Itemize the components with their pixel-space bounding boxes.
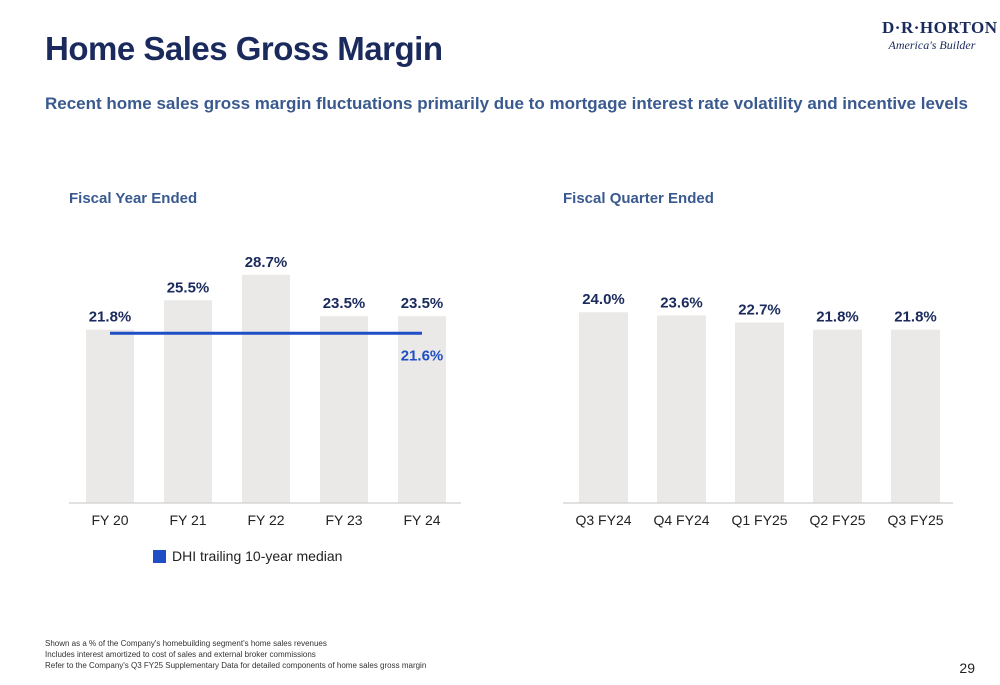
fq-bar-3 bbox=[735, 322, 784, 503]
fy-category-label-5: FY 24 bbox=[403, 512, 440, 528]
fiscal-year-bar-chart: 21.8% FY 20 25.5% FY 21 28.7% FY 22 23.5% FY 23… bbox=[69, 254, 461, 528]
fq-bar-1 bbox=[579, 312, 628, 503]
fq-value-label-2: 23.6% bbox=[660, 294, 703, 311]
fy-bar-3 bbox=[242, 274, 290, 503]
footnote-2: Includes interest amortized to cost of s… bbox=[45, 650, 316, 659]
footnote-1: Shown as a % of the Company's homebuildi… bbox=[45, 639, 327, 648]
chart-title-fiscal-quarter: Fiscal Quarter Ended bbox=[563, 190, 714, 207]
fy-category-label-2: FY 21 bbox=[169, 512, 206, 528]
fy-median-label: 21.6% bbox=[401, 347, 444, 364]
page-number: 29 bbox=[959, 660, 975, 676]
fq-bar-2 bbox=[657, 315, 706, 503]
fy-value-label-5: 23.5% bbox=[401, 295, 444, 312]
fiscal-quarter-bar-chart: 24.0% Q3 FY24 23.6% Q4 FY24 22.7% Q1 FY25 21.8… bbox=[563, 291, 953, 528]
fq-value-label-1: 24.0% bbox=[582, 291, 625, 308]
fy-category-label-1: FY 20 bbox=[91, 512, 128, 528]
fq-bar-5 bbox=[891, 329, 940, 503]
fq-category-label-5: Q3 FY25 bbox=[887, 512, 943, 528]
fy-value-label-3: 28.7% bbox=[245, 254, 288, 271]
fy-bar-1 bbox=[86, 329, 134, 503]
footnotes: Shown as a % of the Company's homebuildi… bbox=[45, 638, 426, 671]
fy-value-label-1: 21.8% bbox=[89, 309, 132, 326]
footnote-3: Refer to the Company's Q3 FY25 Supplemen… bbox=[45, 661, 427, 670]
fy-bar-4 bbox=[320, 316, 368, 503]
fq-category-label-1: Q3 FY24 bbox=[575, 512, 631, 528]
fq-category-label-4: Q2 FY25 bbox=[809, 512, 865, 528]
chart-title-fiscal-year: Fiscal Year Ended bbox=[69, 190, 198, 207]
company-logo: D·R·HORTON America's Builder bbox=[882, 18, 998, 52]
chart-legend: DHI trailing 10-year median bbox=[153, 548, 342, 564]
fq-bar-4 bbox=[813, 329, 862, 503]
fy-value-label-2: 25.5% bbox=[167, 279, 210, 296]
fq-category-label-2: Q4 FY24 bbox=[653, 512, 709, 528]
fq-category-label-3: Q1 FY25 bbox=[731, 512, 787, 528]
fy-value-label-4: 23.5% bbox=[323, 295, 366, 312]
fq-value-label-4: 21.8% bbox=[816, 309, 859, 326]
page-subtitle: Recent home sales gross margin fluctuati… bbox=[45, 94, 968, 113]
fy-category-label-4: FY 23 bbox=[325, 512, 362, 528]
page-title: Home Sales Gross Margin bbox=[45, 30, 443, 67]
fy-category-label-3: FY 22 bbox=[247, 512, 284, 528]
fy-bar-5 bbox=[398, 316, 446, 503]
fq-value-label-3: 22.7% bbox=[738, 302, 781, 319]
logo-tagline: America's Builder bbox=[888, 38, 976, 52]
fq-value-label-5: 21.8% bbox=[894, 309, 937, 326]
legend-label-median: DHI trailing 10-year median bbox=[172, 548, 343, 564]
legend-swatch-median bbox=[153, 549, 166, 563]
logo-wordmark: D·R·HORTON bbox=[882, 18, 998, 37]
